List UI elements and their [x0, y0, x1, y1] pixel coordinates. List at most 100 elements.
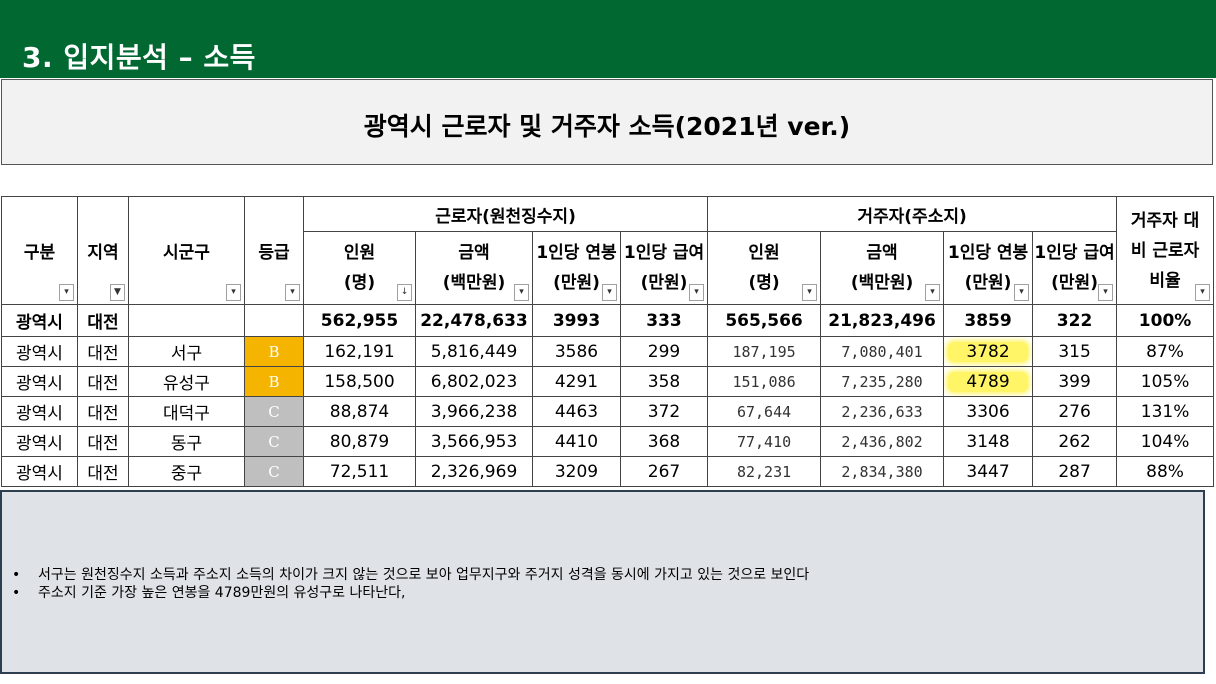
filter-dropdown-icon[interactable]: ▾: [689, 284, 705, 301]
sort-desc-icon[interactable]: ↓: [397, 284, 412, 301]
row-r-amount: 7,080,401: [820, 336, 945, 367]
col-w-salary-label: 1인당 연봉: [536, 243, 617, 263]
total-w-amount: 22,478,633: [415, 304, 533, 337]
col-w-pay-label: 1인당 급여: [623, 243, 705, 263]
col-r-amount-unit: (백만원): [850, 273, 914, 293]
col-w-people-unit: (명): [343, 273, 376, 293]
filter-dropdown-icon[interactable]: ▾: [1098, 284, 1114, 301]
table-title: 광역시 근로자 및 거주자 소득(2021년 ver.): [363, 112, 851, 141]
row-r-amount: 2,834,380: [820, 456, 945, 487]
row-gubun: 광역시: [1, 336, 78, 367]
list-item: • 주소지 기준 가장 높은 연봉을 4789만원의 유성구로 나타난다,: [12, 584, 809, 602]
col-r-amount-header: 금액 (백만원) ▾: [820, 231, 945, 305]
row-w-salary: 3209: [532, 456, 621, 487]
row-ratio: 87%: [1116, 336, 1215, 367]
row-w-salary: 3586: [532, 336, 621, 367]
row-r-pay: 315: [1032, 336, 1118, 367]
filter-dropdown-icon[interactable]: ▾: [226, 284, 241, 301]
table-row: 광역시 대전 대덕구 C 88,874 3,966,238 4463 372 6…: [1, 396, 1215, 427]
row-district: 유성구: [128, 366, 245, 397]
row-ratio: 104%: [1116, 426, 1215, 457]
row-ratio: 88%: [1116, 456, 1215, 487]
row-r-salary: 3306: [943, 396, 1034, 427]
grade-badge: C: [244, 456, 304, 487]
row-w-pay: 372: [619, 396, 709, 427]
total-district: [128, 304, 245, 337]
col-grade-header: 등급 ▾: [244, 196, 304, 305]
row-r-pay: 276: [1032, 396, 1118, 427]
col-gubun-header: 구분 ▾: [1, 196, 78, 305]
col-ratio-label: 거주자 대비 근로자 비율: [1130, 210, 1200, 291]
row-gubun: 광역시: [1, 366, 78, 397]
highlight-marker: 4789: [948, 371, 1028, 392]
row-w-people: 72,511: [303, 456, 416, 487]
note-text: 서구는 원천징수지 소득과 주소지 소득의 차이가 크지 않는 것으로 보아 업…: [38, 567, 810, 583]
table-row: 광역시 대전 중구 C 72,511 2,326,969 3209 267 82…: [1, 456, 1215, 487]
row-region: 대전: [77, 396, 129, 427]
filter-dropdown-icon[interactable]: ▾: [602, 284, 617, 301]
col-w-pay-header: 1인당 급여 (만원) ▾: [619, 231, 709, 305]
col-ratio-header: 거주자 대비 근로자 비율 ▾: [1116, 196, 1215, 305]
bullet-icon: •: [12, 585, 21, 601]
filter-dropdown-icon[interactable]: ▾: [285, 284, 300, 301]
col-w-salary-unit: (만원): [553, 273, 600, 293]
row-r-salary: 3782: [943, 336, 1034, 367]
table-title-box: 광역시 근로자 및 거주자 소득(2021년 ver.): [1, 79, 1213, 165]
row-district: 대덕구: [128, 396, 245, 427]
col-grade-label: 등급: [258, 243, 290, 263]
col-w-pay-unit: (만원): [640, 273, 688, 293]
col-r-salary-unit: (만원): [964, 273, 1012, 293]
row-r-salary: 3447: [943, 456, 1034, 487]
filter-dropdown-icon[interactable]: ▾: [59, 284, 74, 301]
row-r-people: 67,644: [707, 396, 822, 427]
row-w-salary: 4463: [532, 396, 621, 427]
grade-badge: B: [244, 366, 304, 397]
row-district: 서구: [128, 336, 245, 367]
filter-dropdown-icon[interactable]: ▾: [925, 284, 941, 301]
row-r-amount: 2,436,802: [820, 426, 945, 457]
row-region: 대전: [77, 456, 129, 487]
total-w-pay: 333: [619, 304, 709, 337]
filter-active-icon[interactable]: ▼: [110, 284, 125, 301]
col-r-people-unit: (명): [748, 273, 780, 293]
total-w-people: 562,955: [303, 304, 416, 337]
filter-dropdown-icon[interactable]: ▾: [1195, 284, 1211, 301]
row-gubun: 광역시: [1, 456, 78, 487]
table-row: 광역시 대전 유성구 B 158,500 6,802,023 4291 358 …: [1, 366, 1215, 397]
col-w-amount-unit: (백만원): [442, 273, 506, 293]
filter-dropdown-icon[interactable]: ▾: [514, 284, 529, 301]
row-r-salary: 3148: [943, 426, 1034, 457]
total-row: 광역시 대전 562,955 22,478,633 3993 333 565,5…: [1, 304, 1215, 337]
row-w-amount: 6,802,023: [415, 366, 533, 397]
total-w-salary: 3993: [532, 304, 621, 337]
filter-dropdown-icon[interactable]: ▾: [802, 284, 818, 301]
col-r-pay-header: 1인당 급여 (만원) ▾: [1032, 231, 1118, 305]
worker-group-header: 근로자(원천징수지): [302, 196, 709, 232]
total-gubun: 광역시: [1, 304, 78, 337]
row-w-amount: 5,816,449: [415, 336, 533, 367]
col-district-label: 시군구: [163, 243, 210, 263]
row-w-salary: 4410: [532, 426, 621, 457]
row-w-salary: 4291: [532, 366, 621, 397]
col-w-amount-label: 금액: [458, 243, 490, 263]
row-w-people: 88,874: [303, 396, 416, 427]
list-item: • 서구는 원천징수지 소득과 주소지 소득의 차이가 크지 않는 것으로 보아…: [12, 566, 809, 584]
row-w-pay: 358: [619, 366, 709, 397]
filter-dropdown-icon[interactable]: ▾: [1014, 284, 1030, 301]
notes-list: • 서구는 원천징수지 소득과 주소지 소득의 차이가 크지 않는 것으로 보아…: [12, 566, 809, 602]
col-r-pay-unit: (만원): [1051, 273, 1098, 293]
row-w-amount: 3,966,238: [415, 396, 533, 427]
row-w-people: 80,879: [303, 426, 416, 457]
col-w-amount-header: 금액 (백만원) ▾: [415, 231, 533, 305]
bullet-icon: •: [12, 567, 21, 583]
col-gubun-label: 구분: [23, 243, 56, 263]
header-bar: 3. 입지분석 – 소득: [0, 0, 1216, 78]
row-r-pay: 262: [1032, 426, 1118, 457]
grade-badge: B: [244, 336, 304, 367]
row-ratio: 131%: [1116, 396, 1215, 427]
row-r-people: 77,410: [707, 426, 822, 457]
total-ratio: 100%: [1116, 304, 1215, 337]
row-w-people: 158,500: [303, 366, 416, 397]
col-r-salary-header: 1인당 연봉 (만원) ▾: [943, 231, 1034, 305]
row-district: 중구: [128, 456, 245, 487]
